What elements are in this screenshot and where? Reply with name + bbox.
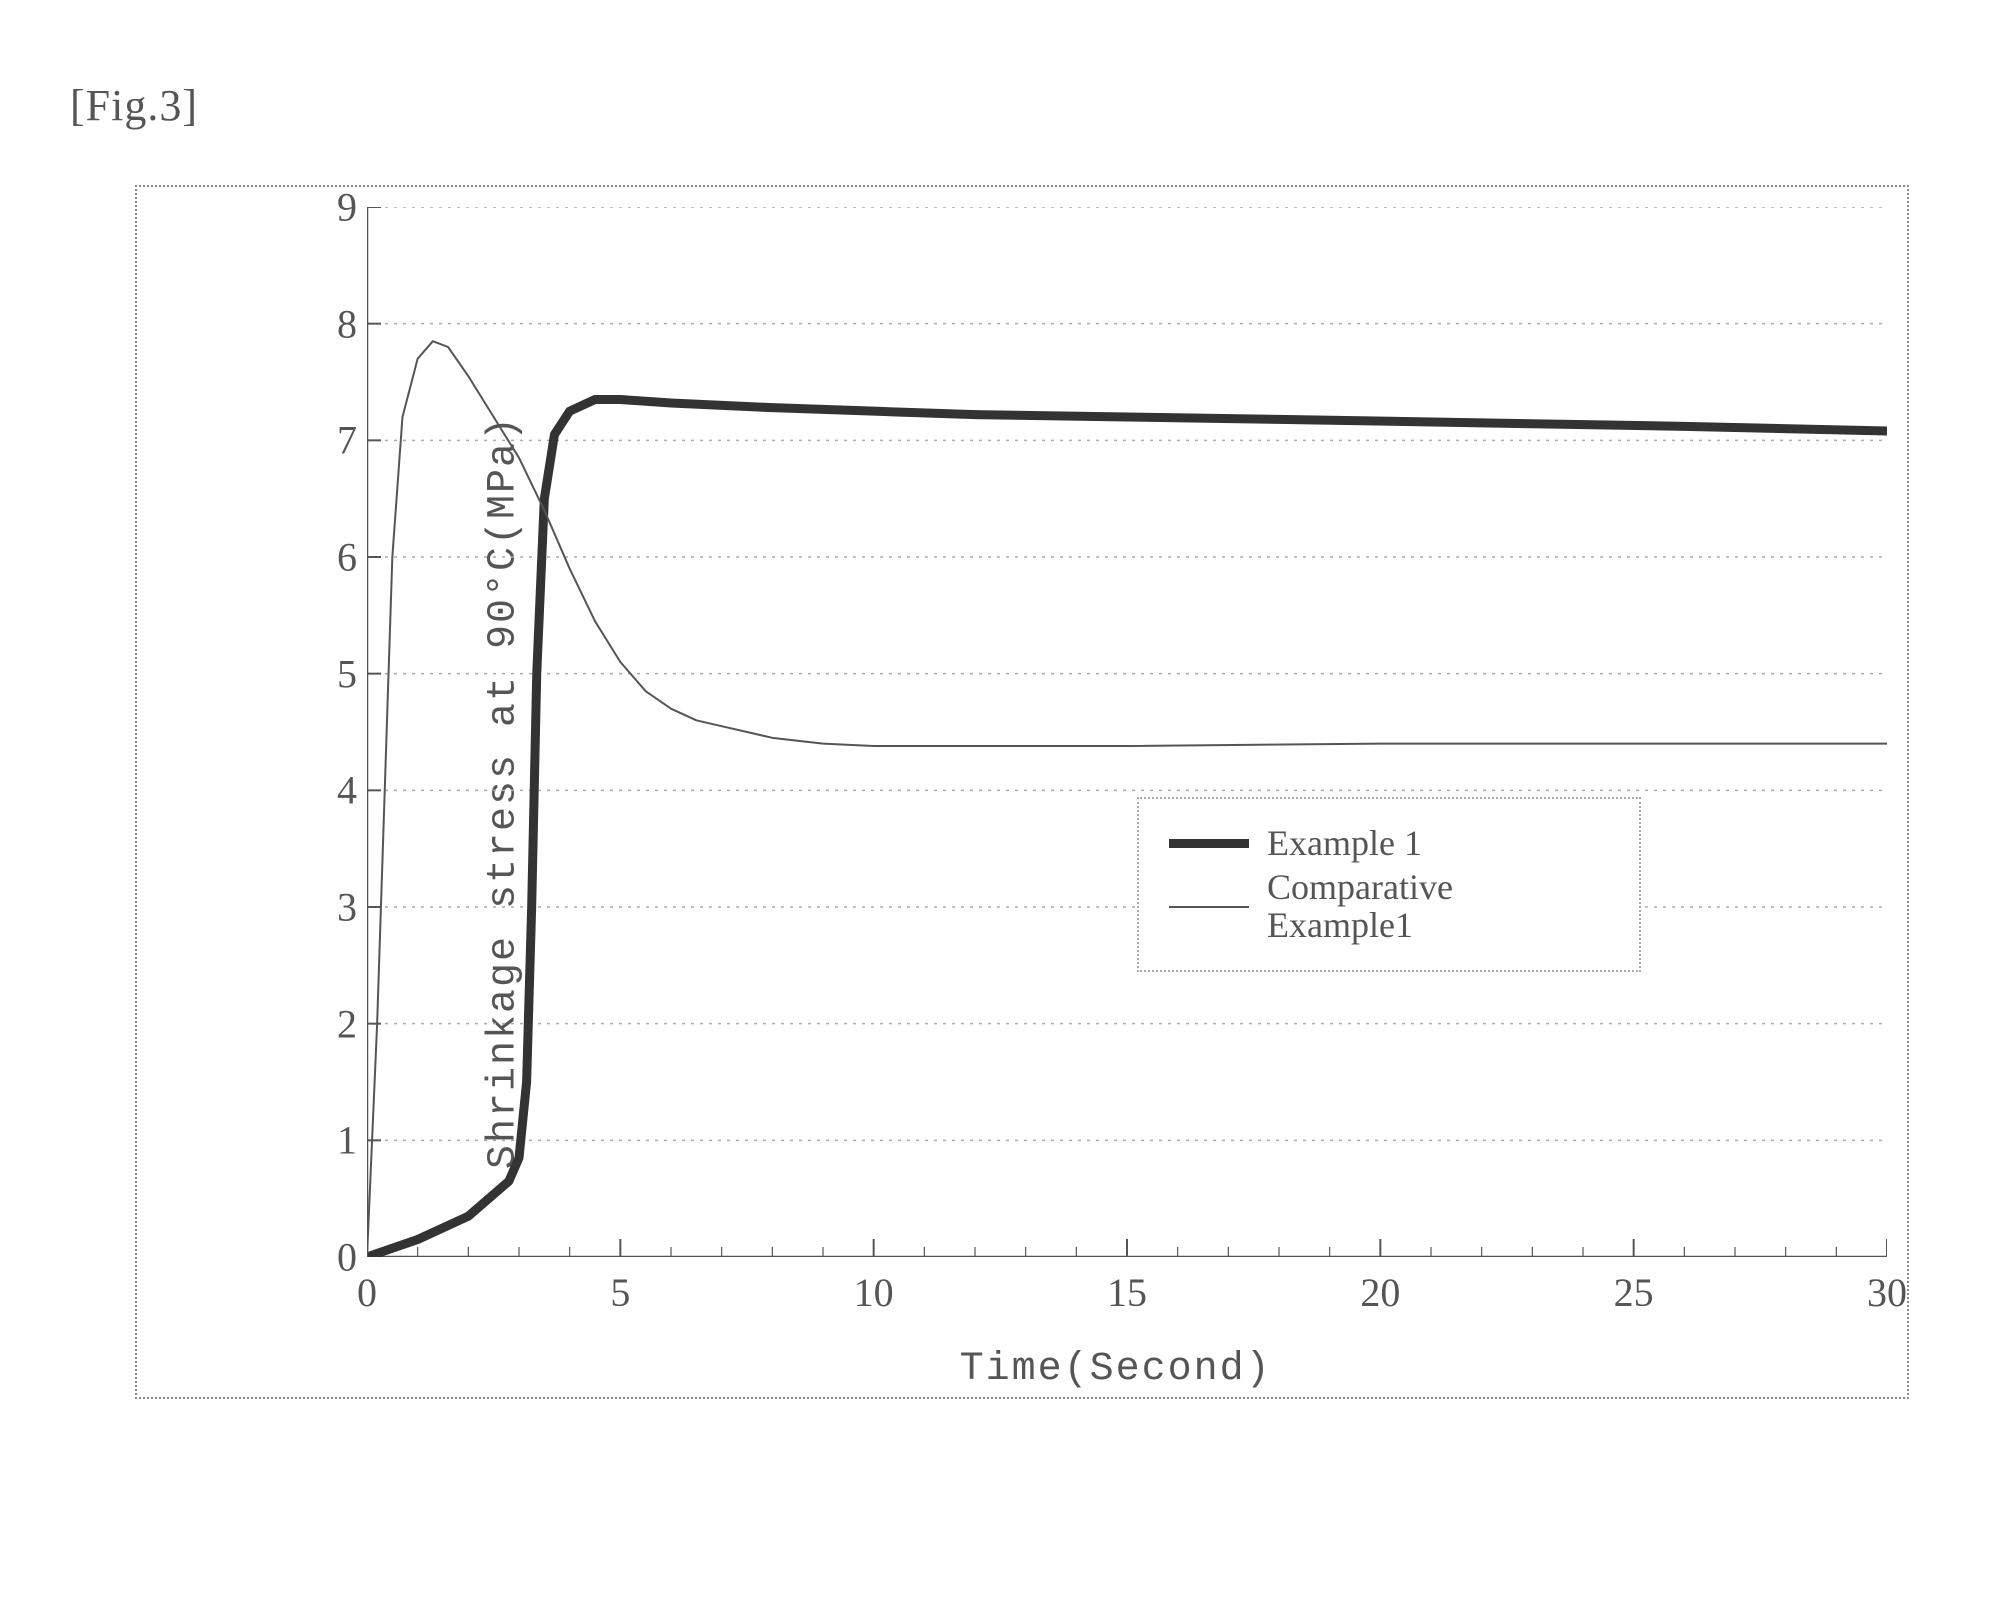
page: [Fig.3] Shrinkage stress at 90°C(MPa) 01…	[0, 0, 1989, 1603]
y-tick-label: 6	[317, 534, 357, 581]
legend-item: Example 1	[1169, 825, 1609, 863]
chart-plot-area	[367, 207, 1887, 1257]
legend-swatch	[1169, 906, 1249, 908]
figure-caption: [Fig.3]	[70, 80, 198, 131]
y-tick-label: 4	[317, 767, 357, 814]
chart-frame: Shrinkage stress at 90°C(MPa) 0123456789…	[135, 185, 1909, 1399]
legend-label: ComparativeExample1	[1267, 869, 1453, 945]
x-tick-label: 5	[610, 1269, 630, 1316]
x-tick-label: 15	[1107, 1269, 1147, 1316]
y-tick-label: 7	[317, 417, 357, 464]
legend-item: ComparativeExample1	[1169, 869, 1609, 945]
legend: Example 1 ComparativeExample1	[1137, 797, 1641, 972]
x-tick-label: 10	[854, 1269, 894, 1316]
y-tick-label: 1	[317, 1117, 357, 1164]
legend-label: Example 1	[1267, 825, 1422, 863]
y-tick-label: 8	[317, 300, 357, 347]
y-tick-label: 5	[317, 650, 357, 697]
y-tick-label: 2	[317, 1000, 357, 1047]
y-tick-label: 3	[317, 884, 357, 931]
y-tick-label: 9	[317, 184, 357, 231]
x-tick-label: 0	[357, 1269, 377, 1316]
y-tick-label: 0	[317, 1234, 357, 1281]
x-axis-label: Time(Second)	[960, 1347, 1272, 1392]
x-tick-label: 25	[1614, 1269, 1654, 1316]
x-tick-label: 30	[1867, 1269, 1907, 1316]
legend-swatch	[1169, 839, 1249, 848]
x-tick-label: 20	[1360, 1269, 1400, 1316]
